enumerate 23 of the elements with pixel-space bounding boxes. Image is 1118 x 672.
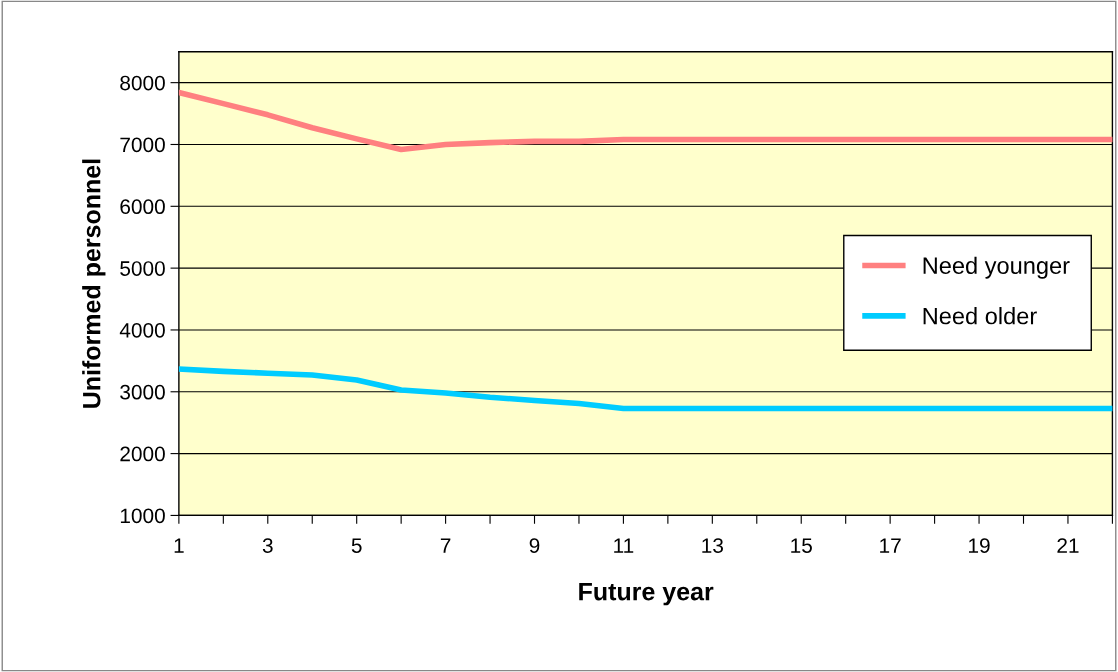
x-tick-label: 1	[174, 538, 184, 553]
x-tick-label: 15	[791, 538, 812, 553]
x-tick-label: 9	[529, 538, 540, 553]
x-tick-label: 3	[262, 538, 273, 553]
y-tick-label: 5000	[120, 261, 165, 276]
y-tick-label: 4000	[119, 322, 165, 338]
y-tick-label: 7000	[120, 137, 165, 153]
x-tick-label: 5	[351, 538, 362, 553]
y-tick-label: 2000	[120, 446, 165, 462]
x-tick-label: 17	[880, 538, 901, 553]
legend-label: Need younger	[923, 256, 1070, 279]
y-tick-label: 8000	[120, 75, 165, 91]
x-axis-title: Future year	[579, 582, 714, 606]
y-tick-label: 6000	[120, 199, 165, 215]
x-tick-label: 13	[702, 538, 723, 553]
x-tick-label: 11	[614, 538, 634, 553]
y-tick-label: 3000	[120, 384, 165, 400]
y-axis-title: Uniformed personnel	[82, 159, 106, 408]
x-tick-label: 19	[969, 538, 990, 553]
x-tick-label: 7	[440, 538, 451, 553]
x-tick-label: 21	[1057, 538, 1079, 553]
legend-label: Need older	[923, 307, 1037, 325]
y-tick-label: 1000	[120, 508, 165, 524]
